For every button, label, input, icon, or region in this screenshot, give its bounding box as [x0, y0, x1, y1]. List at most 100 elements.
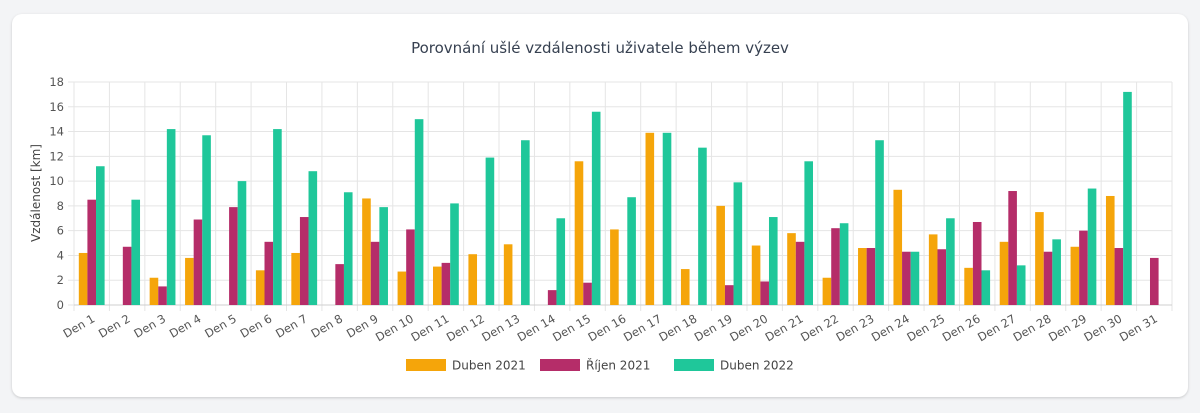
bar[interactable] — [716, 205, 725, 305]
y-tick-label: 8 — [57, 199, 64, 213]
bar[interactable] — [273, 129, 282, 305]
x-tick-label: Den 1 — [61, 311, 98, 340]
bar[interactable] — [193, 219, 203, 305]
bar[interactable] — [1070, 246, 1080, 305]
bar[interactable] — [521, 140, 530, 305]
bar[interactable] — [1087, 188, 1097, 305]
bar[interactable] — [185, 257, 194, 305]
x-tick-label: Den 11 — [408, 311, 451, 344]
bar[interactable] — [1114, 248, 1124, 305]
x-tick-label: Den 6 — [238, 311, 275, 340]
bar[interactable] — [964, 267, 973, 305]
bar[interactable] — [1016, 265, 1026, 305]
bar[interactable] — [503, 244, 513, 305]
bar[interactable] — [370, 241, 380, 305]
bar[interactable] — [441, 262, 451, 305]
bar[interactable] — [733, 182, 743, 305]
bar[interactable] — [406, 229, 415, 305]
bar[interactable] — [946, 218, 955, 305]
bar[interactable] — [1043, 251, 1053, 305]
bar[interactable] — [468, 254, 478, 305]
bar[interactable] — [255, 270, 265, 305]
bar[interactable] — [574, 161, 584, 305]
bar[interactable] — [751, 245, 761, 305]
bar[interactable] — [1105, 195, 1115, 305]
bar[interactable] — [229, 207, 238, 305]
bar[interactable] — [335, 264, 344, 305]
bar[interactable] — [795, 241, 805, 305]
legend-swatch — [540, 359, 580, 371]
bar[interactable] — [87, 199, 97, 305]
bar[interactable] — [866, 248, 876, 305]
bar[interactable] — [291, 252, 300, 305]
bar[interactable] — [804, 161, 813, 305]
legend-item[interactable]: Duben 2022 — [674, 359, 794, 373]
bar[interactable] — [724, 285, 734, 305]
bar[interactable] — [299, 217, 309, 305]
bar[interactable] — [556, 218, 566, 305]
x-tick-label: Den 17 — [621, 311, 664, 344]
bar[interactable] — [202, 135, 211, 305]
bar[interactable] — [78, 252, 88, 305]
bar[interactable] — [680, 269, 690, 305]
bar[interactable] — [768, 217, 778, 305]
bar[interactable] — [1052, 239, 1061, 305]
bar[interactable] — [1035, 212, 1044, 305]
bar[interactable] — [158, 286, 167, 305]
grid-lines — [68, 81, 1173, 311]
bar[interactable] — [858, 248, 867, 305]
bar[interactable] — [760, 281, 769, 305]
bar[interactable] — [1149, 257, 1159, 305]
bar[interactable] — [166, 129, 176, 305]
x-tick-label: Den 21 — [763, 311, 806, 344]
x-tick-label: Den 29 — [1046, 311, 1089, 344]
bar[interactable] — [362, 198, 371, 305]
bar[interactable] — [981, 270, 991, 305]
bar[interactable] — [397, 271, 407, 305]
bar[interactable] — [547, 290, 557, 305]
bar[interactable] — [122, 246, 132, 305]
bar[interactable] — [902, 251, 911, 305]
bar[interactable] — [662, 132, 672, 305]
bar[interactable] — [583, 282, 592, 305]
bar[interactable] — [839, 223, 849, 305]
bar[interactable] — [645, 132, 655, 305]
bar[interactable] — [1123, 91, 1132, 306]
legend-item[interactable]: Říjen 2021 — [540, 358, 650, 373]
bar[interactable] — [149, 277, 159, 305]
bar[interactable] — [414, 119, 424, 306]
bar[interactable] — [875, 140, 884, 305]
x-tick-label: Den 27 — [975, 311, 1018, 344]
bar[interactable] — [591, 111, 601, 305]
bar[interactable] — [999, 241, 1009, 305]
bar[interactable] — [237, 181, 247, 305]
bar[interactable] — [450, 203, 459, 305]
bar[interactable] — [1079, 230, 1088, 305]
bar[interactable] — [379, 207, 388, 305]
bar[interactable] — [96, 166, 105, 305]
bar[interactable] — [937, 249, 947, 305]
bar[interactable] — [822, 277, 832, 305]
x-tick-label: Den 7 — [273, 311, 310, 340]
bar[interactable] — [433, 266, 442, 305]
bar[interactable] — [831, 228, 840, 305]
bar[interactable] — [1008, 191, 1017, 305]
bar[interactable] — [485, 157, 495, 305]
y-tick-label: 2 — [57, 273, 64, 287]
bar[interactable] — [787, 233, 796, 305]
bar[interactable] — [972, 221, 982, 305]
bar[interactable] — [610, 229, 619, 305]
legend-item[interactable]: Duben 2021 — [406, 359, 526, 373]
bar[interactable] — [131, 199, 141, 305]
bar[interactable] — [264, 241, 274, 305]
bar[interactable] — [928, 234, 938, 305]
legend[interactable]: Duben 2021 Říjen 2021 Duben 2022 — [406, 358, 794, 373]
bar[interactable] — [698, 147, 707, 305]
bar[interactable] — [308, 171, 318, 305]
bar[interactable] — [627, 197, 636, 305]
legend-swatch — [674, 359, 714, 371]
bar[interactable] — [910, 251, 920, 305]
bar[interactable] — [343, 192, 353, 305]
bar[interactable] — [893, 189, 903, 305]
